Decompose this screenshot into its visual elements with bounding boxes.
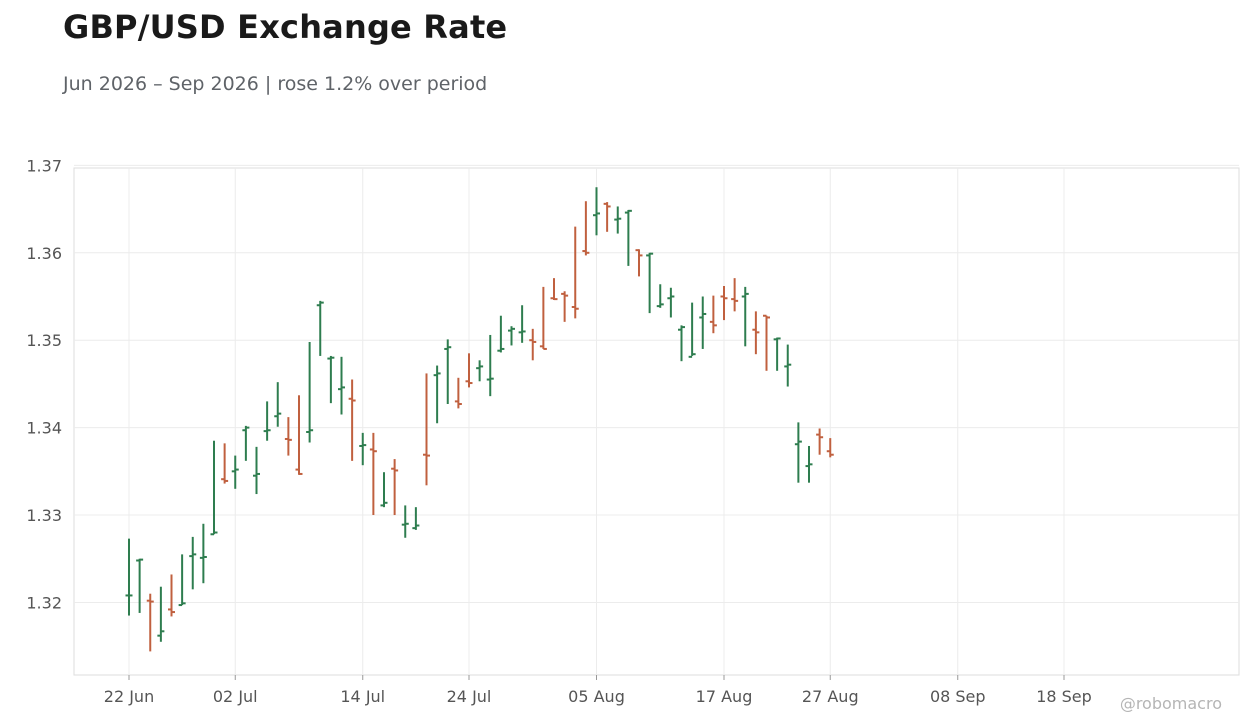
ohlc-bar [624, 209, 632, 266]
ohlc-bar [582, 201, 590, 256]
x-axis: 22 Jun 02 Jul 14 Jul 24 Jul 05 Aug 17 Aug 27 A… [104, 675, 1092, 706]
ohlc-bar [688, 302, 696, 358]
ohlc-bar [486, 334, 494, 397]
ohlc-bar [253, 446, 260, 495]
ohlc-bar [593, 187, 600, 236]
ohlc-bar [784, 344, 792, 387]
ohlc-bar [454, 377, 462, 409]
ohlc-bar [465, 353, 473, 388]
ohlc-bar [571, 226, 579, 319]
ohlc-bar [752, 311, 760, 355]
ohlc-bar [391, 459, 399, 516]
ohlc-bar [476, 360, 484, 382]
ohlc-bar [720, 286, 728, 321]
ohlc-bar [423, 373, 430, 486]
chart-subtitle: Jun 2026 – Sep 2026 | rose 1.2% over per… [63, 73, 488, 95]
ohlc-bar [295, 395, 303, 475]
y-axis: 1.32 1.33 1.34 1.35 1.36 1.37 [26, 156, 62, 612]
ohlc-bar [263, 401, 271, 441]
ohlc-bar [338, 356, 345, 415]
ohlc-bar [635, 249, 643, 277]
ohlc-bar [327, 355, 335, 404]
ohlc-bar [210, 440, 218, 536]
ohlc-bar [773, 337, 781, 371]
ohlc-bar [242, 425, 250, 461]
ohlc-bar [359, 432, 367, 466]
ohlc-bar [731, 278, 739, 312]
ohlc-bar [529, 328, 537, 361]
ohlc-bar [369, 432, 377, 516]
grid-lines [74, 164, 1239, 675]
ohlc-bar [614, 206, 622, 234]
ohlc-bar [306, 341, 314, 443]
ohlc-bar [667, 287, 675, 318]
ohlc-bar [231, 455, 239, 489]
x-tick-label: 08 Sep [930, 687, 986, 706]
ohlc-bar [805, 445, 813, 483]
ohlc-bar [412, 507, 420, 530]
ohlc-bar [284, 417, 292, 456]
ohlc-series [125, 187, 834, 652]
watermark: @robomacro [1119, 694, 1222, 713]
ohlc-bar [741, 286, 749, 347]
ohlc-bar [561, 291, 569, 322]
ohlc-bar [221, 443, 229, 484]
ohlc-bar [178, 554, 186, 607]
ohlc-bar [646, 252, 654, 314]
x-tick-label: 14 Jul [340, 687, 385, 706]
x-tick-label: 27 Aug [802, 687, 859, 706]
ohlc-bar [699, 296, 707, 349]
ohlc-bar [763, 314, 770, 371]
ohlc-bar [497, 315, 505, 353]
ohlc-bar [539, 286, 547, 350]
x-tick-label: 02 Jul [213, 687, 258, 706]
ohlc-bar [136, 558, 144, 613]
ohlc-bar [125, 538, 133, 616]
ohlc-bar [709, 295, 717, 334]
ohlc-bar [603, 202, 611, 232]
ohlc-bar [678, 325, 685, 362]
ohlc-bar [380, 472, 388, 508]
x-tick-label: 17 Aug [696, 687, 753, 706]
y-tick-label: 1.32 [26, 593, 62, 612]
y-tick-label: 1.37 [26, 156, 62, 175]
y-tick-label: 1.35 [26, 331, 62, 350]
x-tick-label: 24 Jul [447, 687, 492, 706]
y-tick-label: 1.36 [26, 244, 62, 263]
x-tick-label: 05 Aug [568, 687, 625, 706]
x-tick-label: 22 Jun [104, 687, 154, 706]
y-tick-label: 1.34 [26, 419, 62, 438]
ohlc-bar [168, 574, 175, 617]
ohlc-bar [146, 593, 154, 652]
x-tick-label: 18 Sep [1036, 687, 1092, 706]
ohlc-bar [401, 505, 409, 538]
y-tick-label: 1.33 [26, 506, 62, 525]
ohlc-bar [550, 278, 558, 301]
ohlc-bar [794, 422, 802, 483]
ohlc-bar [518, 305, 526, 343]
ohlc-bar [433, 365, 441, 424]
ohlc-bar [274, 382, 282, 427]
ohlc-bar [316, 300, 324, 356]
chart-title: GBP/USD Exchange Rate [63, 8, 508, 46]
ohlc-bar [656, 284, 664, 308]
ohlc-bar [189, 536, 197, 590]
ohlc-bar [826, 438, 834, 458]
ohlc-bar [157, 586, 165, 642]
ohlc-bar [444, 339, 452, 405]
ohlc-bar [816, 428, 824, 455]
ohlc-bar [348, 379, 356, 461]
ohlc-bar [508, 326, 515, 346]
ohlc-bar [199, 523, 207, 584]
